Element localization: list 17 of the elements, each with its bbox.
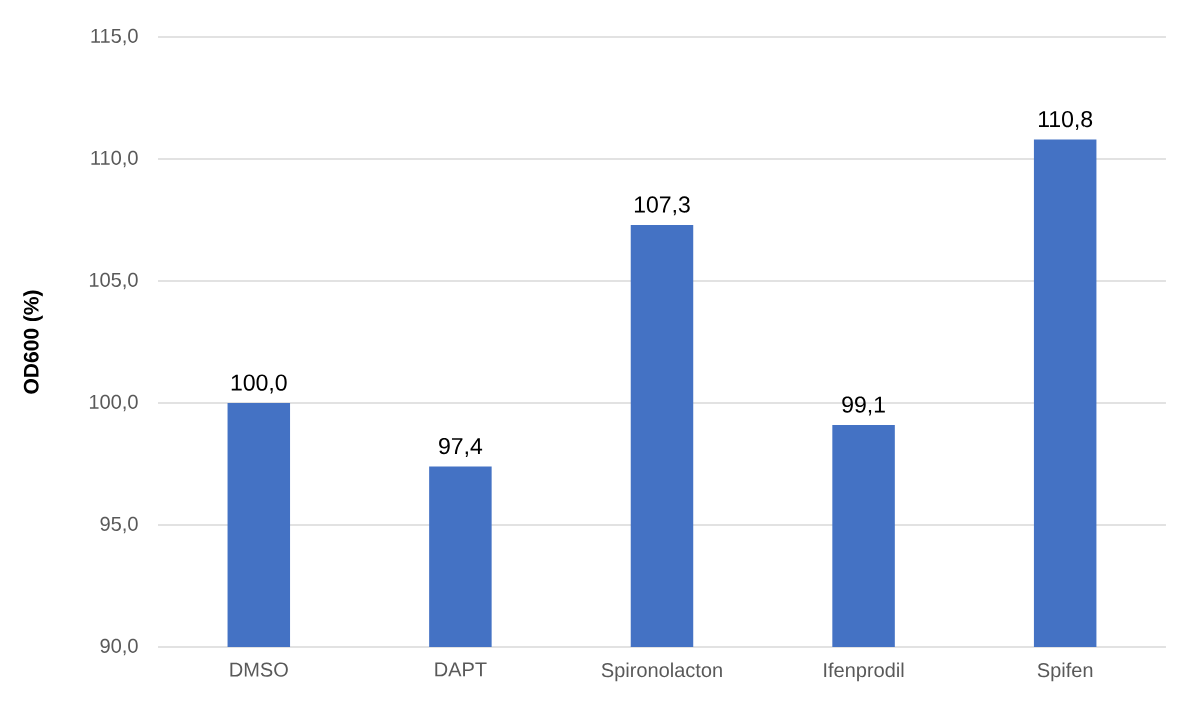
data-label: 97,4 [439, 437, 483, 457]
y-tick-label: 95,0 [100, 516, 138, 534]
x-tick-label: DMSO [230, 662, 288, 677]
y-tick-label: 105,0 [89, 272, 138, 290]
x-tick-label: Spironolacton [601, 662, 722, 682]
x-tick-label: DAPT [435, 662, 487, 677]
x-tick-label: Ifenprodil [824, 662, 904, 682]
y-tick-label: 115,0 [91, 28, 138, 46]
data-label: 99,1 [842, 396, 885, 416]
y-axis-title: OD600 (%) [23, 290, 43, 394]
data-label: 110,8 [1039, 110, 1093, 130]
y-tick-label: 110,0 [91, 150, 138, 168]
data-label: 100,0 [231, 374, 287, 394]
y-tick-label: 100,0 [89, 394, 138, 412]
x-tick-label: Spifen [1037, 662, 1093, 682]
y-tick-label: 90,0 [100, 638, 138, 656]
data-label: 107,3 [634, 196, 690, 216]
